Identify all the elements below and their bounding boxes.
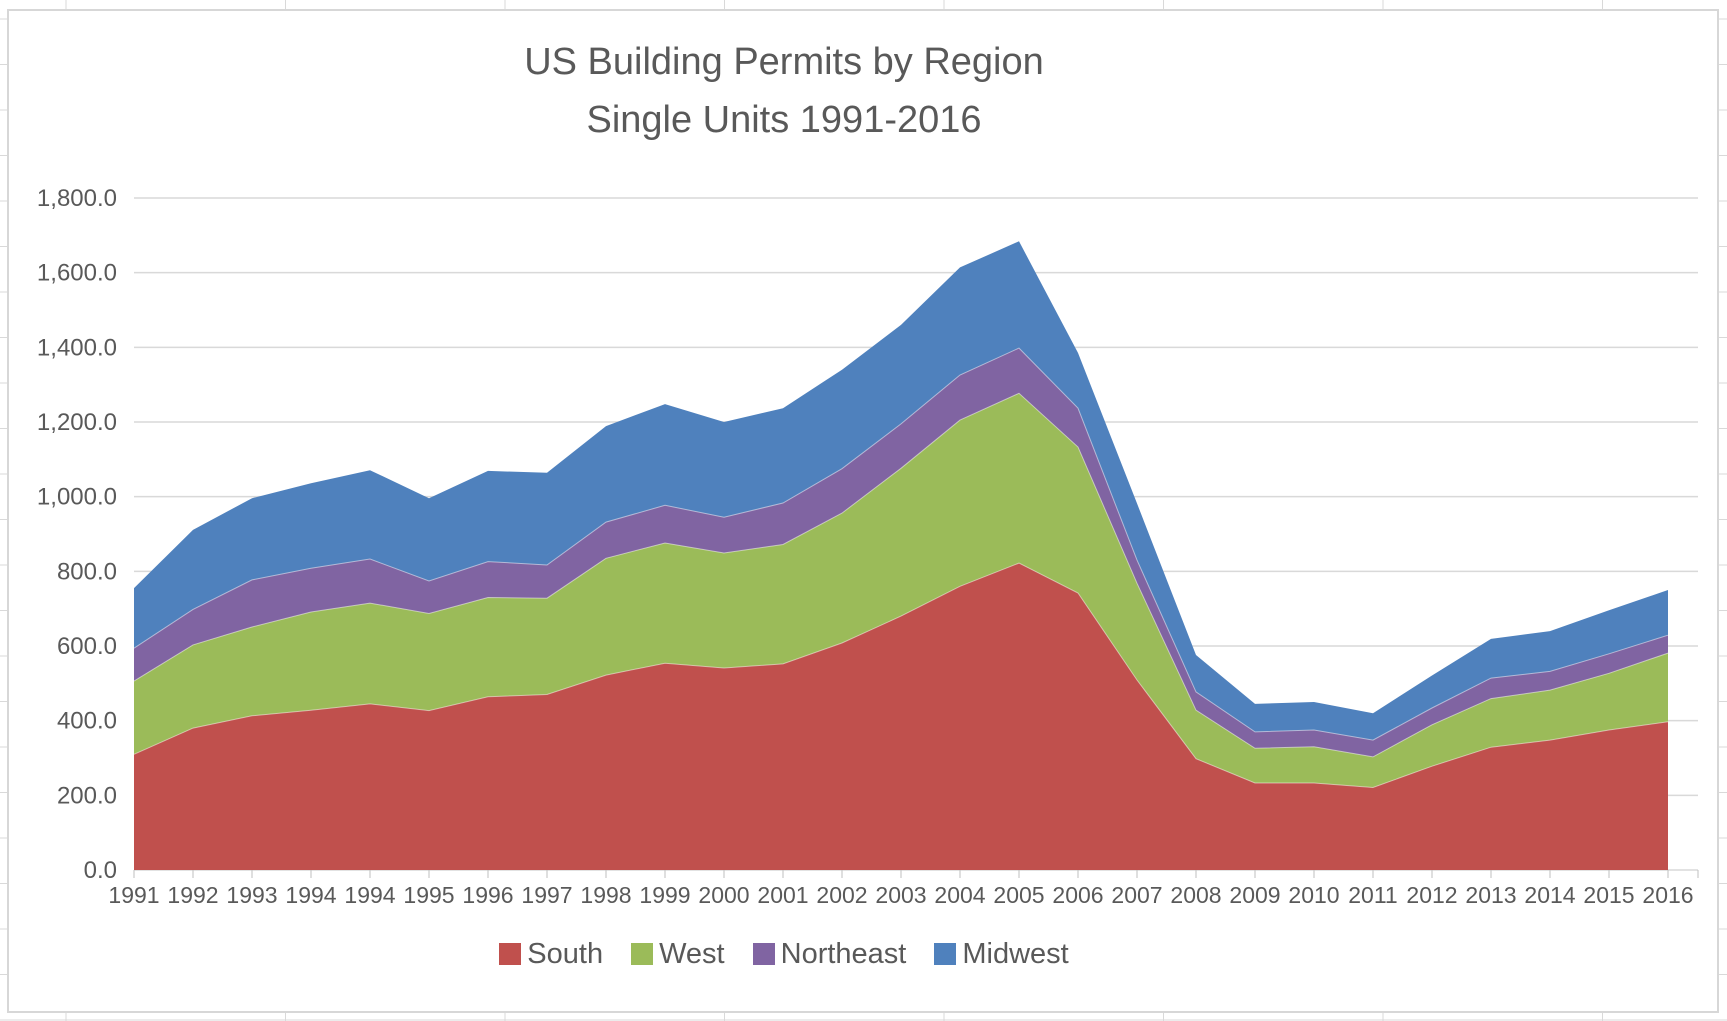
- legend-label: Northeast: [780, 937, 907, 970]
- legend-swatch-midwest: [934, 943, 957, 965]
- legend-label: South: [527, 937, 604, 970]
- x-axis-tick-label: 1999: [639, 882, 690, 908]
- x-axis-tick-label: 1997: [521, 882, 572, 908]
- y-axis-tick-label: 400.0: [57, 708, 117, 735]
- legend-label: Midwest: [962, 937, 1069, 970]
- axes-and-ticks: [133, 870, 1699, 878]
- y-axis-tick-label: 800.0: [57, 558, 117, 585]
- x-axis-tick-label: 2013: [1465, 882, 1516, 908]
- x-axis-tick-label: 2007: [1111, 882, 1162, 908]
- series-seam: [133, 347, 1669, 741]
- x-axis-tick-label: 2016: [1642, 882, 1693, 908]
- legend-item-west[interactable]: West: [631, 937, 725, 970]
- series-boundary-lines: [133, 347, 1669, 789]
- series-seam: [133, 562, 1669, 789]
- legend-label: West: [659, 937, 725, 970]
- x-axis-tick-label: 1993: [226, 882, 277, 908]
- x-axis-tick-label: 1994: [344, 882, 395, 908]
- y-axis-tick-label: 1,800.0: [37, 185, 117, 212]
- legend-swatch-northeast: [752, 943, 775, 965]
- x-axis-tick-label: 2015: [1583, 882, 1634, 908]
- x-axis-tick-label: 2000: [698, 882, 749, 908]
- x-axis-tick-label: 2010: [1288, 882, 1339, 908]
- x-axis-tick-label: 2008: [1170, 882, 1221, 908]
- x-axis-tick-label: 2004: [934, 882, 985, 908]
- legend-item-midwest[interactable]: Midwest: [934, 937, 1069, 970]
- x-axis-tick-label: 2012: [1406, 882, 1457, 908]
- legend-swatch-south: [499, 943, 522, 965]
- y-axis-tick-label: 1,000.0: [37, 484, 117, 511]
- area-series-south[interactable]: [134, 563, 1668, 870]
- x-axis-tick-label: 2003: [875, 882, 926, 908]
- legend-item-northeast[interactable]: Northeast: [752, 937, 907, 970]
- x-axis-tick-label: 1994: [285, 882, 336, 908]
- y-axis-tick-label: 200.0: [57, 782, 117, 809]
- y-axis-tick-label: 600.0: [57, 633, 117, 660]
- series-seam: [133, 392, 1669, 758]
- x-axis-tick-label: 2001: [757, 882, 808, 908]
- axis-labels: 0.0 200.0 400.0 600.0 800.0 1,000.0 1,200.0 1,4…: [37, 185, 1694, 908]
- y-axis-tick-label: 1,600.0: [37, 260, 117, 287]
- x-axis-tick-label: 2006: [1052, 882, 1103, 908]
- x-axis-tick-label: 1996: [462, 882, 513, 908]
- y-axis-tick-label: 1,200.0: [37, 409, 117, 436]
- x-axis-tick-label: 2002: [816, 882, 867, 908]
- x-axis-tick-label: 2014: [1524, 882, 1575, 908]
- x-axis-tick-label: 1995: [403, 882, 454, 908]
- y-axis-tick-label: 1,400.0: [37, 334, 117, 361]
- x-axis-tick-label: 2005: [993, 882, 1044, 908]
- x-axis-tick-label: 1998: [580, 882, 631, 908]
- x-axis-tick-label: 2009: [1229, 882, 1280, 908]
- stacked-area-series: [134, 241, 1668, 871]
- y-axis-tick-label: 0.0: [84, 857, 117, 884]
- x-axis-tick-label: 2011: [1348, 882, 1397, 908]
- x-axis-tick-label: 1991: [108, 882, 159, 908]
- x-axis-tick-label: 1992: [167, 882, 218, 908]
- legend-item-south[interactable]: South: [499, 937, 604, 970]
- chart-legend: South West Northeast Midwest: [0, 936, 1568, 972]
- legend-swatch-west: [631, 943, 654, 965]
